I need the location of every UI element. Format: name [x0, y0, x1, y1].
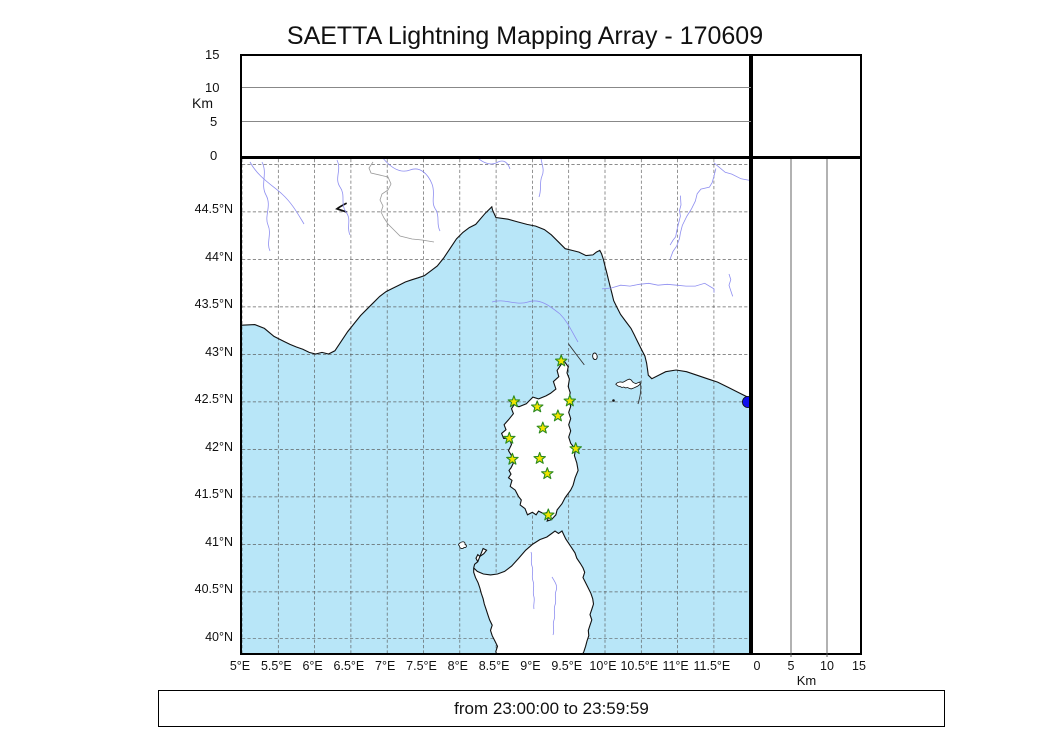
svg-text:5°E: 5°E: [230, 659, 250, 673]
svg-text:10°E: 10°E: [589, 659, 616, 673]
svg-text:9°E: 9°E: [520, 659, 540, 673]
svg-text:5: 5: [788, 659, 795, 673]
svg-text:8°E: 8°E: [448, 659, 468, 673]
svg-text:0: 0: [754, 659, 761, 673]
svg-text:10: 10: [820, 659, 834, 673]
svg-text:6°E: 6°E: [302, 659, 322, 673]
svg-text:10.5°E: 10.5°E: [620, 659, 658, 673]
svg-text:7°E: 7°E: [375, 659, 395, 673]
svg-text:9.5°E: 9.5°E: [551, 659, 582, 673]
svg-text:11°E: 11°E: [662, 659, 688, 673]
svg-text:7.5°E: 7.5°E: [406, 659, 437, 673]
svg-text:8.5°E: 8.5°E: [479, 659, 510, 673]
svg-text:5.5°E: 5.5°E: [261, 659, 292, 673]
svg-text:6.5°E: 6.5°E: [334, 659, 365, 673]
svg-text:15: 15: [852, 659, 866, 673]
svg-text:11.5°E: 11.5°E: [694, 659, 731, 673]
